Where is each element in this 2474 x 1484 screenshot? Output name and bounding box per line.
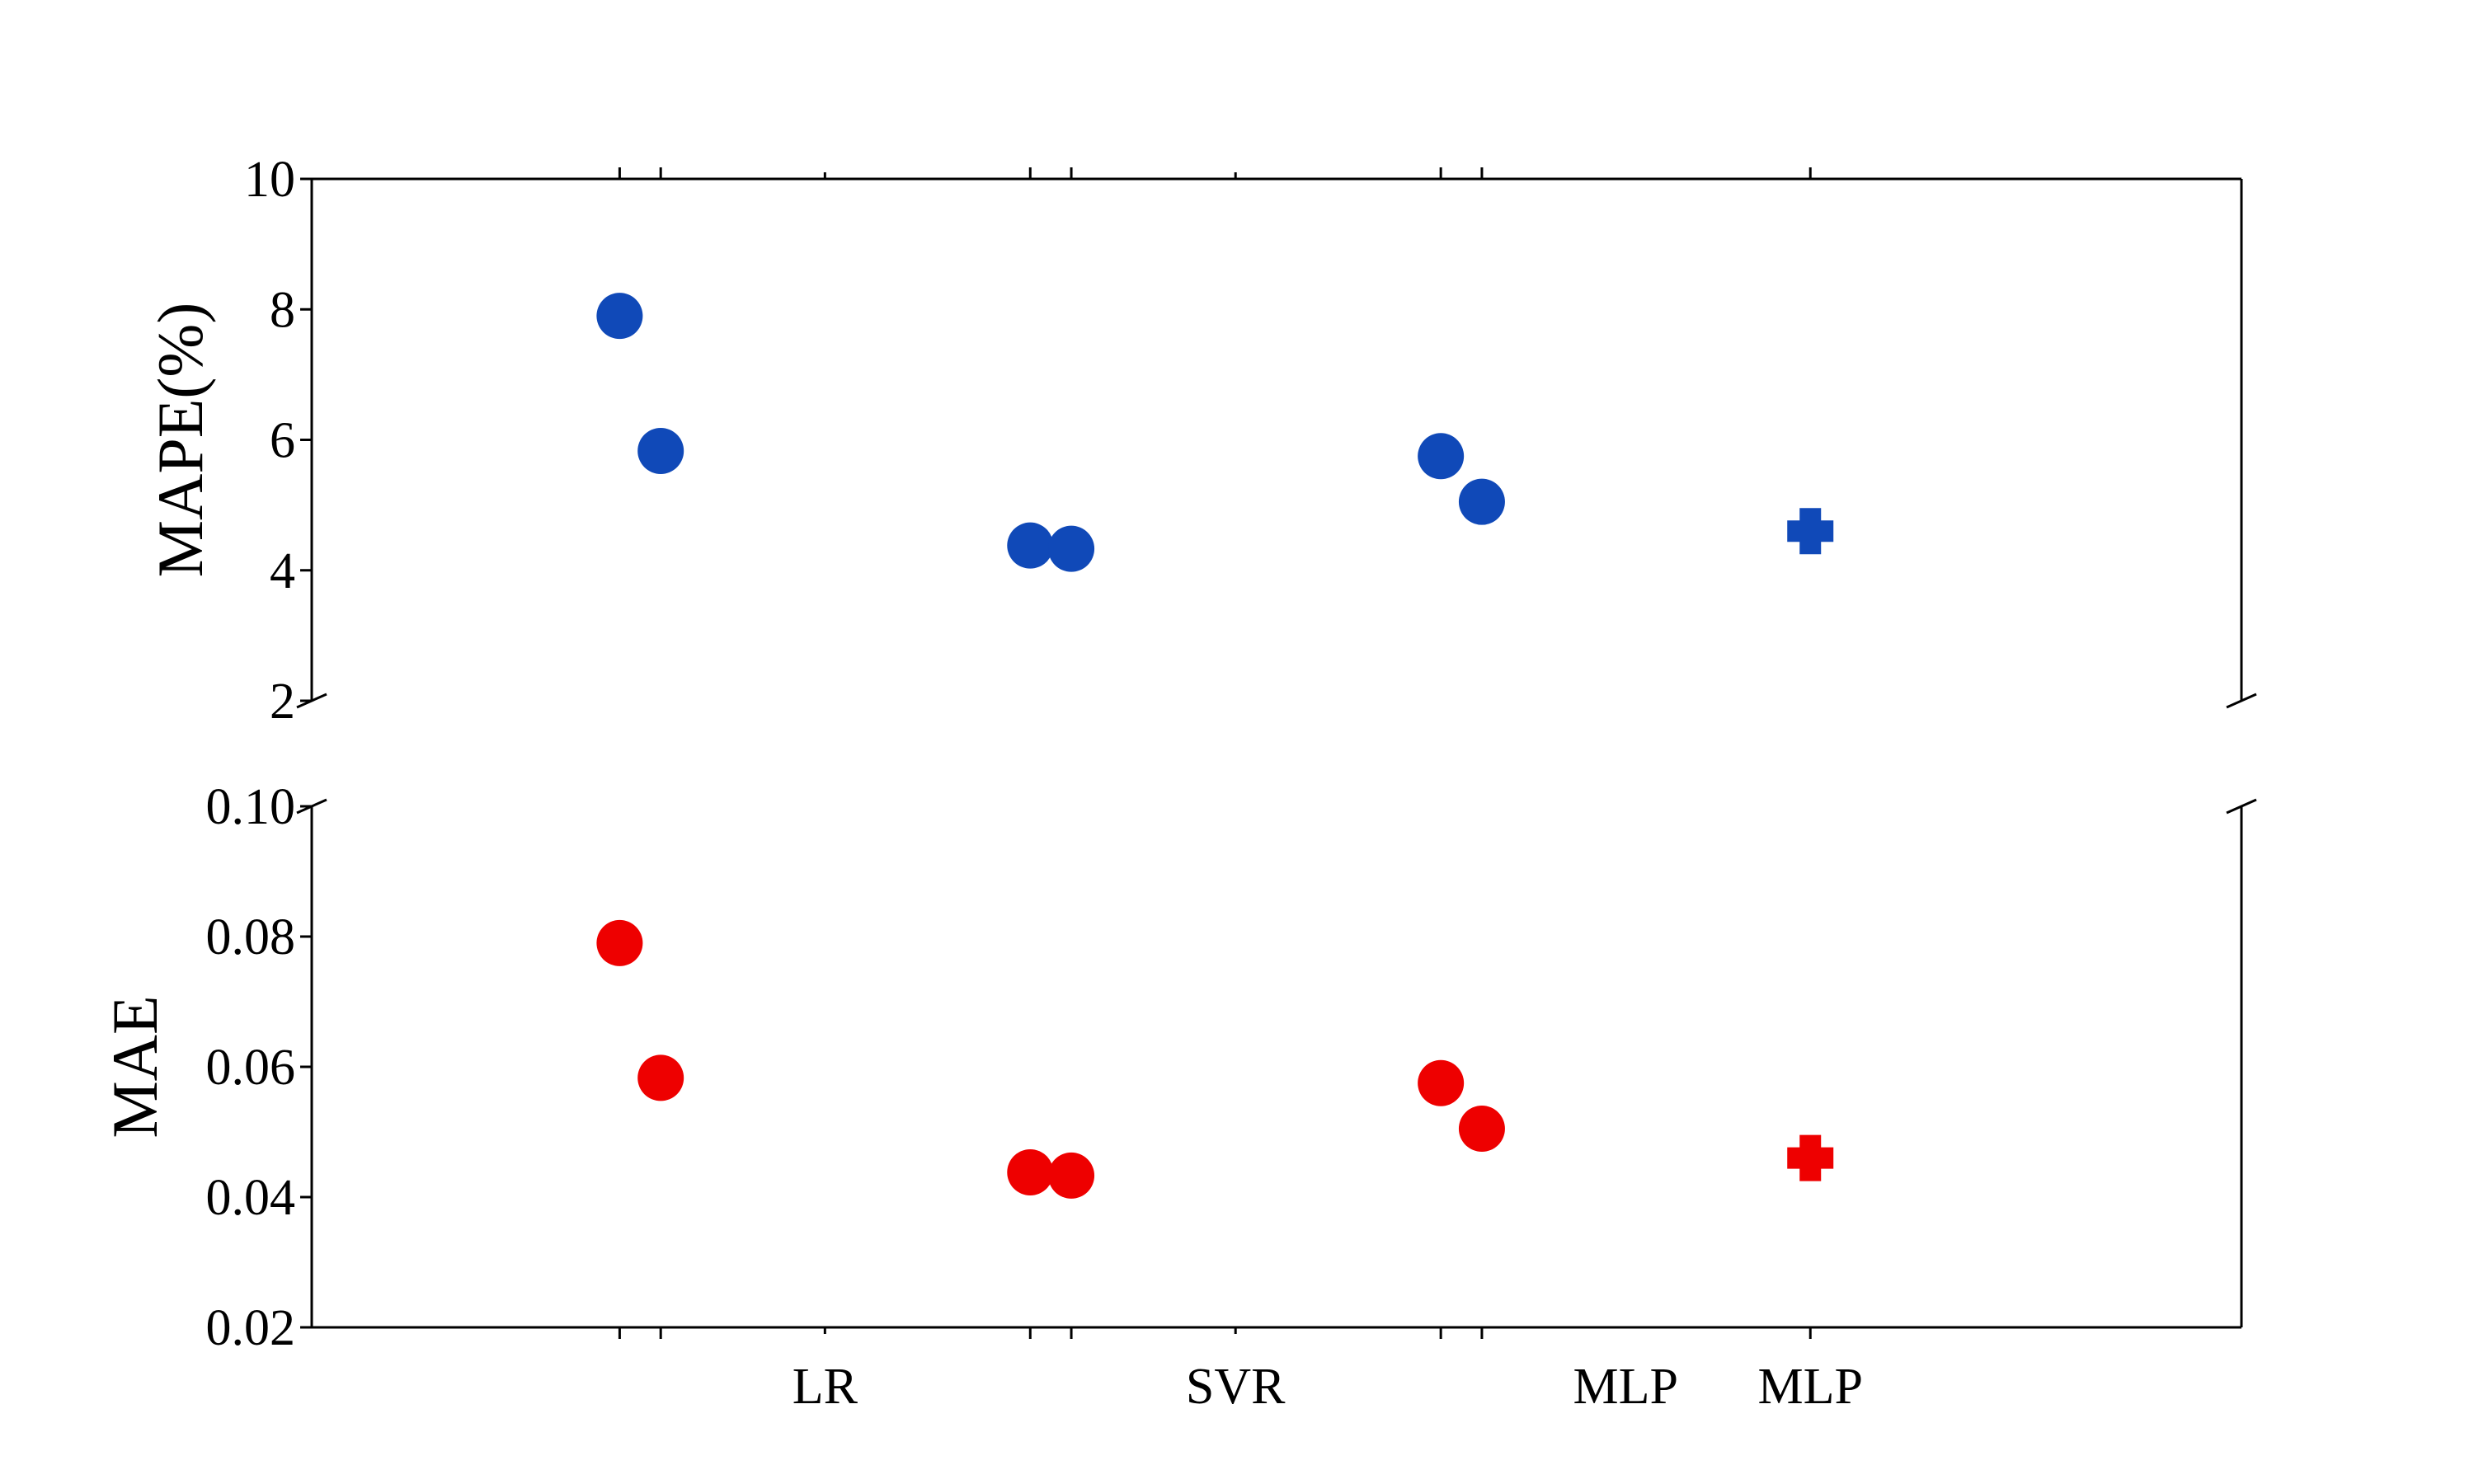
mape-panel: 2 4 6 8 10 MAPE(%) xyxy=(144,152,2257,730)
x-tick-label: MLP xyxy=(1573,1359,1677,1415)
data-point xyxy=(1007,522,1054,569)
mae-panel: 0.02 0.04 0.06 0.08 0.10 LR SVR MLP MLP MAE xyxy=(99,779,2257,1415)
y-tick-label: 0.06 xyxy=(206,1040,296,1096)
y-tick-label: 10 xyxy=(244,152,295,208)
y-tick-label: 8 xyxy=(270,282,295,338)
plus-marker xyxy=(1787,1134,1834,1181)
data-point xyxy=(1418,1059,1465,1106)
axis-break-mark xyxy=(2226,798,2257,815)
x-tick-label: LR xyxy=(793,1359,858,1415)
data-point xyxy=(637,427,684,474)
y-tick-label: 4 xyxy=(270,543,295,599)
y-axis-label: MAE xyxy=(99,995,171,1138)
y-tick-label: 2 xyxy=(270,674,295,730)
y-tick-label: 0.10 xyxy=(206,779,296,835)
y-tick-label: 0.04 xyxy=(206,1170,296,1226)
data-point xyxy=(1048,525,1095,572)
data-point xyxy=(1458,1106,1505,1153)
data-point xyxy=(1458,478,1505,525)
y-tick-label: 0.02 xyxy=(206,1300,296,1356)
x-tick-label: SVR xyxy=(1186,1359,1286,1415)
x-tick-label: MLP xyxy=(1757,1359,1862,1415)
y-axis-label: MAPE(%) xyxy=(144,303,216,578)
plus-marker xyxy=(1787,508,1834,555)
y-tick-label: 6 xyxy=(270,413,295,469)
data-point xyxy=(1418,433,1465,480)
data-point xyxy=(596,919,643,966)
data-point xyxy=(596,293,643,340)
axis-break-mark xyxy=(2226,693,2257,709)
data-point xyxy=(637,1054,684,1101)
data-point xyxy=(1007,1148,1054,1195)
data-point xyxy=(1048,1152,1095,1199)
y-tick-label: 0.08 xyxy=(206,909,296,965)
